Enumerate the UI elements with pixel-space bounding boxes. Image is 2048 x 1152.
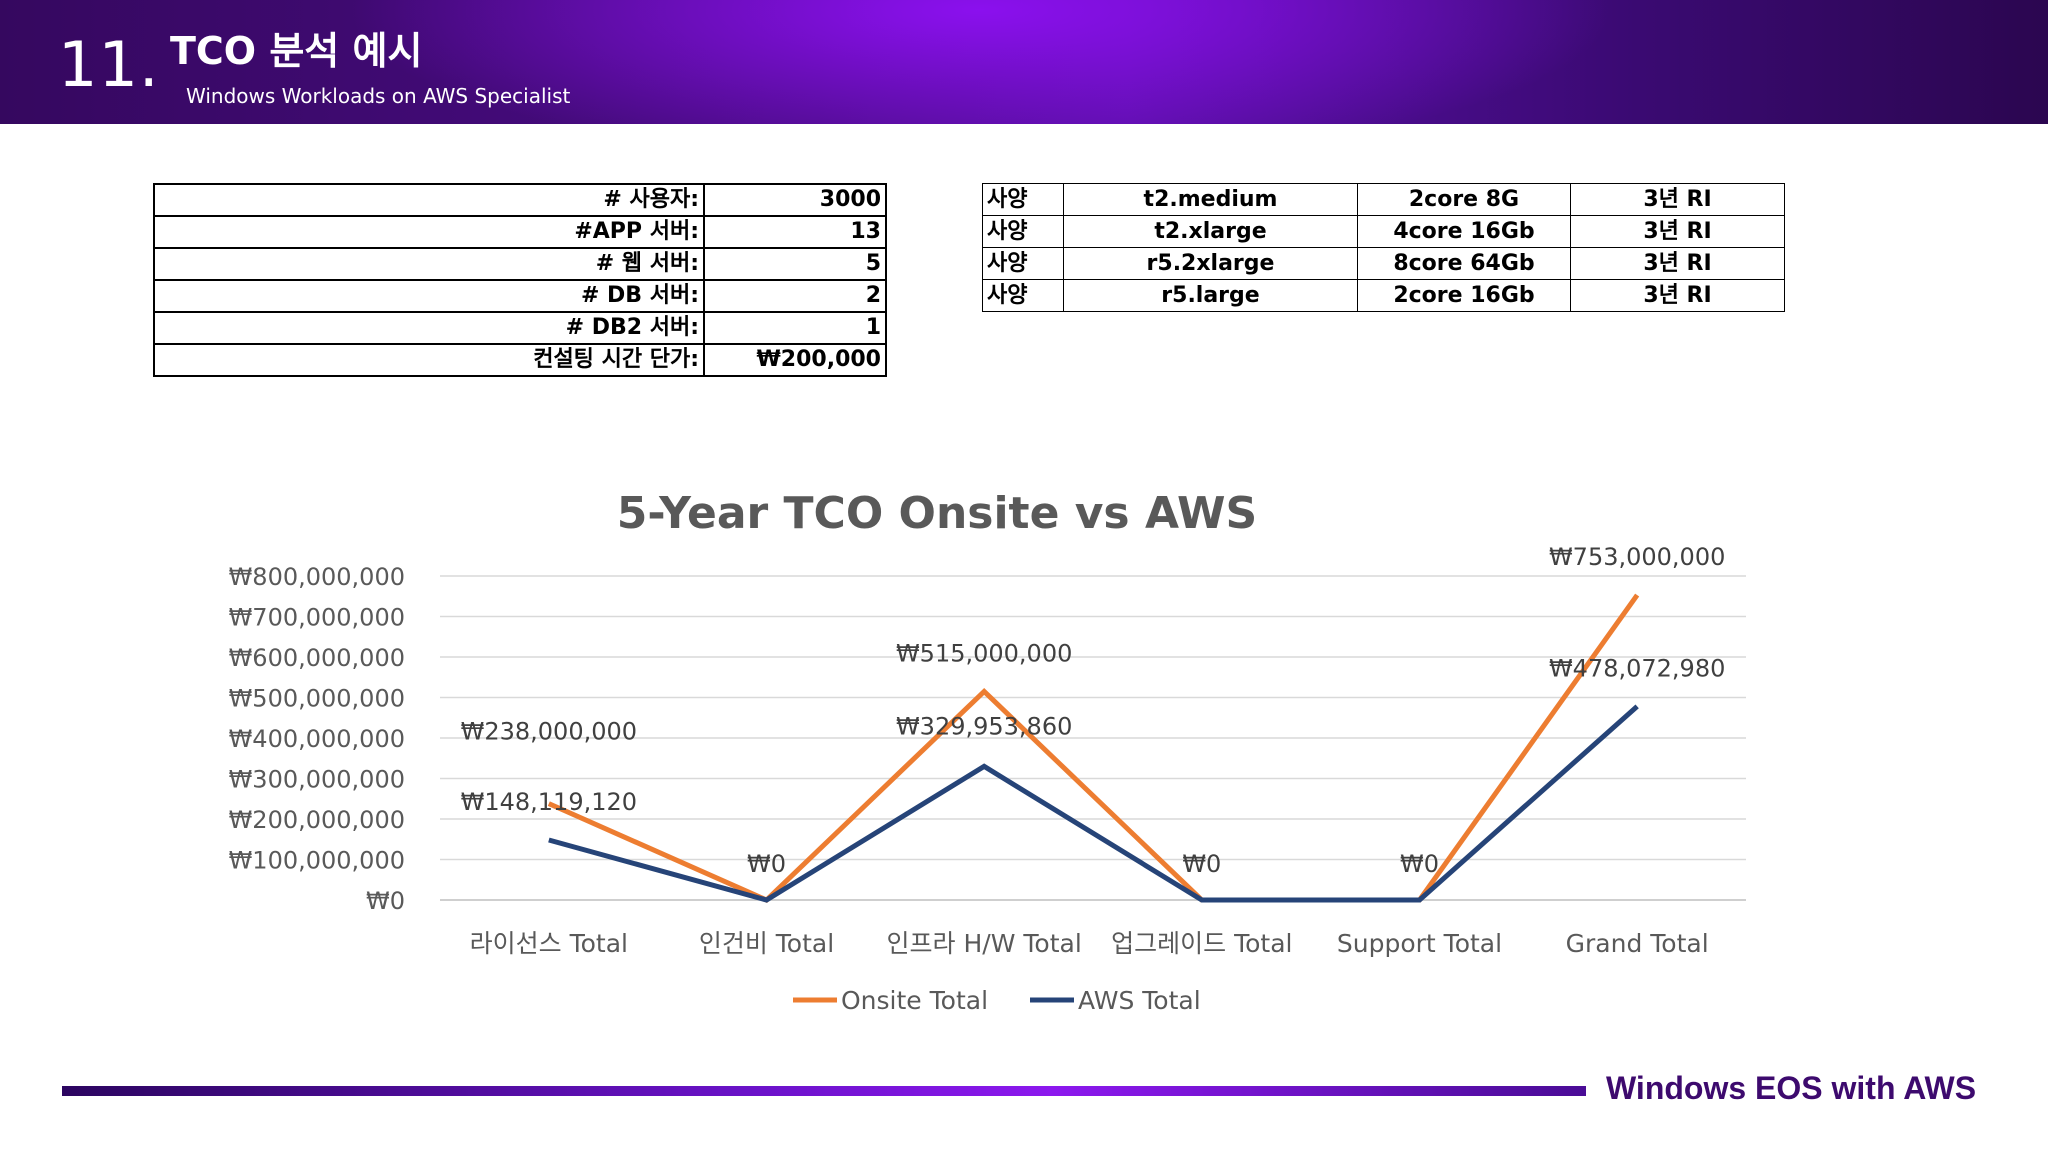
data-label: ₩515,000,000 <box>896 639 1072 667</box>
footer-divider <box>62 1086 1586 1096</box>
data-label: ₩238,000,000 <box>461 718 637 746</box>
slide-number: 11. <box>58 28 160 101</box>
instance-type: r5.2xlarge <box>1063 247 1358 280</box>
instance-type: r5.large <box>1063 279 1358 312</box>
table-row: #APP 서버: 13 <box>153 215 887 249</box>
y-tick-label: ₩600,000,000 <box>229 644 405 672</box>
instance-size: 2core 8G <box>1357 183 1571 216</box>
param-label: #APP 서버: <box>153 215 705 249</box>
x-tick-label: 인건비 Total <box>699 929 834 958</box>
y-tick-label: ₩100,000,000 <box>229 847 405 875</box>
param-label: # 웹 서버: <box>153 247 705 281</box>
series-line-aws <box>548 704 1639 903</box>
data-label: ₩148,119,120 <box>461 788 637 816</box>
param-value: 5 <box>703 247 887 281</box>
data-label: ₩0 <box>1400 850 1439 878</box>
series-line-onsite <box>547 593 1640 903</box>
y-tick-label: ₩300,000,000 <box>229 766 405 794</box>
footer-brand: Windows EOS with AWS <box>1606 1070 1977 1106</box>
data-label: ₩0 <box>747 850 786 878</box>
spec-table: 사양 t2.medium 2core 8G 3년 RI 사양 t2.xlarge 4cor… <box>982 183 1785 312</box>
y-tick-label: ₩400,000,000 <box>229 725 405 753</box>
table-row: # 웹 서버: 5 <box>153 247 887 281</box>
instance-size: 8core 64Gb <box>1357 247 1571 280</box>
spec-label: 사양 <box>982 183 1064 216</box>
y-tick-label: ₩800,000,000 <box>229 563 405 591</box>
slide-subtitle: Windows Workloads on AWS Specialist <box>186 84 571 108</box>
chart-title: 5-Year TCO Onsite vs AWS <box>617 488 1258 539</box>
y-tick-label: ₩200,000,000 <box>229 806 405 834</box>
slide-title: TCO 분석 예시 <box>170 29 423 73</box>
param-label: # DB 서버: <box>153 279 705 313</box>
legend-label: AWS Total <box>1078 986 1201 1015</box>
data-label: ₩0 <box>1182 850 1221 878</box>
param-value: 2 <box>703 279 887 313</box>
table-row: 사양 r5.large 2core 16Gb 3년 RI <box>982 279 1785 312</box>
table-row: # DB 서버: 2 <box>153 279 887 313</box>
y-tick-label: ₩500,000,000 <box>229 685 405 713</box>
data-label: ₩753,000,000 <box>1549 543 1725 571</box>
table-row: 컨설팅 시간 단가: ₩200,000 <box>153 343 887 377</box>
param-value: 3000 <box>703 183 887 217</box>
spec-label: 사양 <box>982 279 1064 312</box>
x-tick-label: 업그레이드 Total <box>1111 929 1292 958</box>
x-tick-label: 라이선스 Total <box>470 929 628 958</box>
reservation-term: 3년 RI <box>1570 215 1785 248</box>
x-tick-label: Support Total <box>1337 929 1502 958</box>
parameters-table: # 사용자: 3000 #APP 서버: 13 # 웹 서버: 5 # DB 서버: 2… <box>153 183 887 377</box>
header-banner: 11. TCO 분석 예시 Windows Workloads on AWS S… <box>0 0 2048 124</box>
y-tick-label: ₩700,000,000 <box>229 604 405 632</box>
x-tick-label: 인프라 H/W Total <box>887 929 1082 958</box>
param-label: # DB2 서버: <box>153 311 705 345</box>
param-value: 13 <box>703 215 887 249</box>
legend-label: Onsite Total <box>841 986 988 1015</box>
reservation-term: 3년 RI <box>1570 183 1785 216</box>
x-tick-label: Grand Total <box>1566 929 1709 958</box>
param-value: 1 <box>703 311 887 345</box>
param-value: ₩200,000 <box>703 343 887 377</box>
table-row: 사양 t2.medium 2core 8G 3년 RI <box>982 183 1785 216</box>
data-label: ₩329,953,860 <box>896 712 1072 740</box>
y-tick-label: ₩0 <box>366 887 405 915</box>
table-row: # 사용자: 3000 <box>153 183 887 217</box>
instance-type: t2.xlarge <box>1063 215 1358 248</box>
param-label: # 사용자: <box>153 183 705 217</box>
instance-type: t2.medium <box>1063 183 1358 216</box>
data-label: ₩478,072,980 <box>1549 654 1725 682</box>
table-row: # DB2 서버: 1 <box>153 311 887 345</box>
instance-size: 2core 16Gb <box>1357 279 1571 312</box>
reservation-term: 3년 RI <box>1570 279 1785 312</box>
spec-label: 사양 <box>982 215 1064 248</box>
param-label: 컨설팅 시간 단가: <box>153 343 705 377</box>
spec-label: 사양 <box>982 247 1064 280</box>
